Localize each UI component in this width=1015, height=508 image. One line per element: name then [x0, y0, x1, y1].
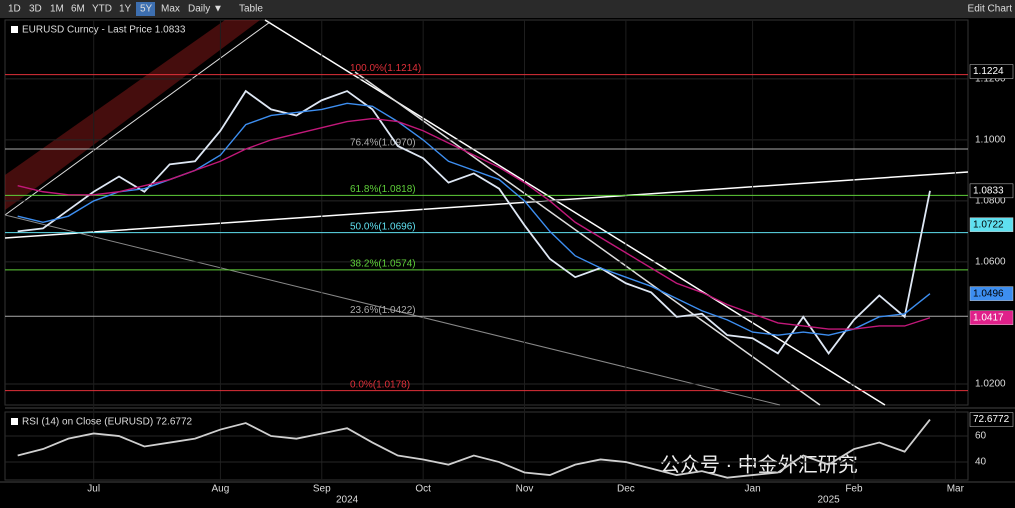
trend-line [354, 71, 821, 406]
fib-label: 0.0%(1.0178) [350, 379, 410, 390]
legend-title: RSI (14) on Close (EURUSD) 72.6772 [22, 417, 193, 428]
y-tick-label: 60 [975, 431, 987, 442]
price-tag-label: 1.0496 [973, 288, 1004, 299]
legend-swatch [11, 418, 18, 425]
channel [5, 20, 260, 210]
trend-line [4, 214, 781, 406]
x-tick-label: Sep [313, 484, 331, 495]
legend-title: EURUSD Curncy - Last Price 1.0833 [22, 25, 186, 36]
year-label: 2024 [336, 495, 359, 506]
range-button[interactable]: Table [239, 4, 263, 15]
x-tick-label: Feb [845, 484, 863, 495]
y-tick-label: 1.0200 [975, 379, 1006, 390]
price-tag [969, 286, 1014, 301]
y-tick-label: 1.0800 [975, 196, 1006, 207]
range-button[interactable]: YTD [92, 4, 112, 15]
price-tag [969, 183, 1014, 199]
price-tag-label: 1.0833 [973, 185, 1004, 196]
y-tick-label: 40 [975, 457, 987, 468]
x-tick-label: Aug [212, 484, 230, 495]
price-tag-label: 1.0417 [973, 312, 1004, 323]
fib-label: 23.6%(1.0422) [350, 305, 416, 316]
main-panel [4, 19, 969, 406]
price-tag [969, 217, 1014, 232]
year-label: 2025 [817, 495, 840, 506]
trend-line [4, 171, 969, 239]
rsi-panel [4, 411, 969, 481]
series-line [17, 117, 931, 330]
fib-label: 61.8%(1.0818) [350, 184, 416, 195]
range-button[interactable]: 1M [50, 4, 64, 15]
price-tag [969, 310, 1014, 325]
range-button[interactable]: 5Y [140, 4, 153, 15]
series-line [17, 419, 931, 479]
fib-label: 100.0%(1.1214) [350, 63, 421, 74]
y-tick-label: 1.0600 [975, 257, 1006, 268]
x-tick-label: Jan [745, 484, 761, 495]
price-tag [969, 64, 1014, 79]
range-button[interactable]: 1D [8, 4, 21, 15]
active-button [136, 2, 155, 16]
x-tick-label: Jul [87, 484, 100, 495]
edit-chart[interactable]: Edit Chart [968, 4, 1013, 15]
x-tick-label: Oct [415, 484, 431, 495]
price-tag-label: 1.1224 [973, 66, 1004, 77]
price-tag [969, 412, 1014, 427]
range-button[interactable]: 1Y [119, 4, 132, 15]
y-tick-label: 1.1000 [975, 135, 1006, 146]
price-tag-label: 1.0722 [973, 219, 1004, 230]
x-tick-label: Dec [617, 484, 635, 495]
range-button[interactable]: Max [161, 4, 180, 15]
x-tick-label: Nov [516, 484, 534, 495]
legend-swatch [11, 26, 18, 33]
price-tag-label: 72.6772 [973, 414, 1010, 425]
y-tick-label: 1.1200 [975, 74, 1006, 85]
watermark: 公众号 · 中金外汇研究 [660, 453, 858, 476]
range-button[interactable]: 3D [29, 4, 42, 15]
trend-line [4, 21, 271, 216]
toolbar [0, 0, 1015, 18]
fib-label: 38.2%(1.0574) [350, 258, 416, 269]
range-button[interactable]: 6M [71, 4, 85, 15]
fib-label: 50.0%(1.0696) [350, 221, 416, 232]
range-button[interactable]: Daily ▼ [188, 4, 223, 15]
x-tick-label: Mar [947, 484, 965, 495]
trend-line [264, 19, 886, 406]
series-line [17, 89, 931, 355]
fib-label: 76.4%(1.0970) [350, 138, 416, 149]
